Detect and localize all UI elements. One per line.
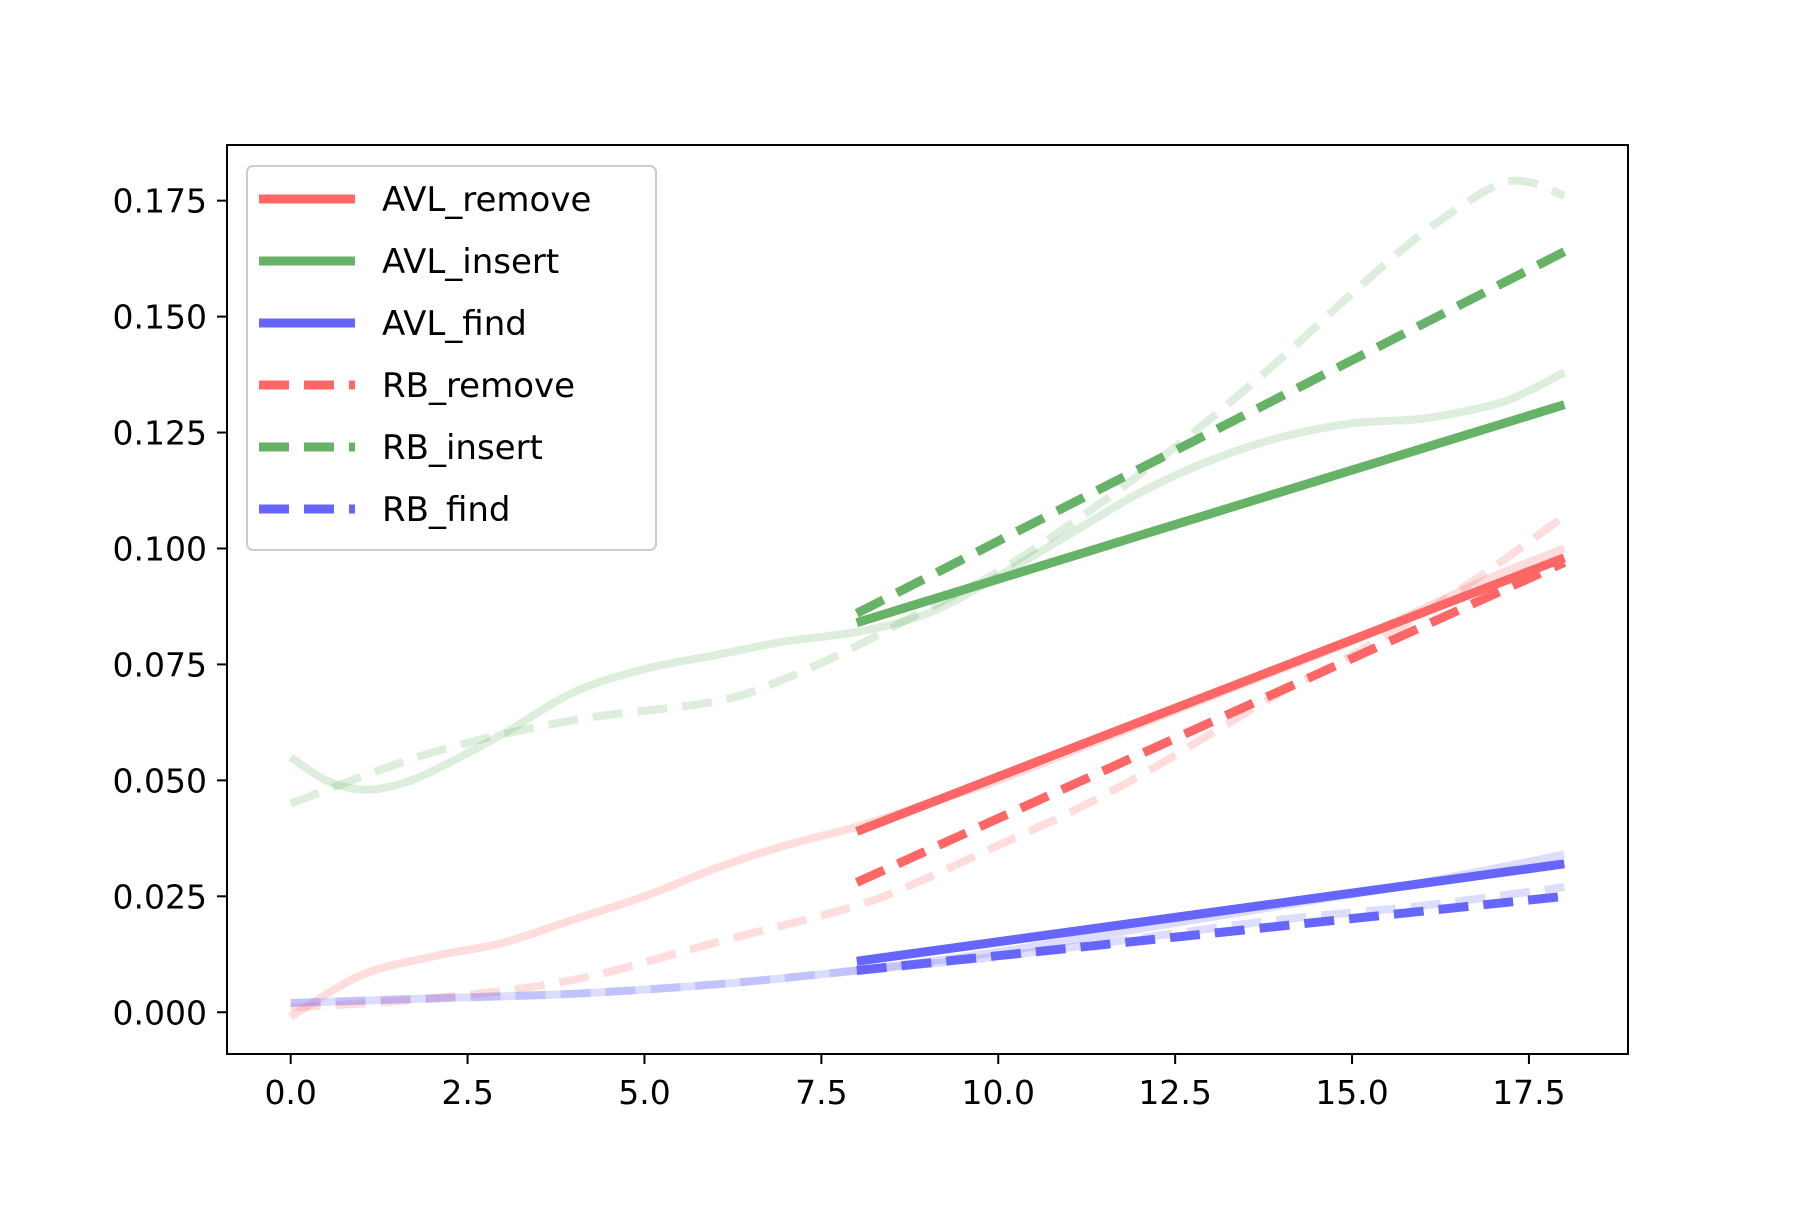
y-tick-label: 0.100 — [113, 529, 207, 568]
x-tick-label: 10.0 — [962, 1073, 1035, 1112]
y-tick-label: 0.150 — [113, 298, 207, 337]
faint-line-AVL_insert — [288, 368, 1567, 794]
y-tick-label: 0.025 — [113, 877, 207, 916]
legend-label-AVL_remove: AVL_remove — [382, 180, 591, 220]
legend: AVL_remove AVL_insert AVL_find RB_remove RB_… — [246, 165, 657, 551]
series-line-RB_insert — [854, 247, 1567, 618]
legend-label-RB_insert: RB_insert — [382, 428, 543, 468]
series-line-RB_find — [856, 891, 1565, 975]
series-line-RB_remove — [854, 558, 1567, 887]
y-axis: 0.000 0.025 0.050 0.075 0.100 0.125 0.150 0.175 — [113, 182, 227, 1032]
faint-line-AVL_remove — [288, 544, 1566, 1021]
x-tick-label: 7.5 — [795, 1073, 847, 1112]
legend-label-RB_remove: RB_remove — [382, 366, 575, 406]
legend-label-RB_find: RB_find — [382, 490, 511, 530]
x-tick-label: 2.5 — [441, 1073, 493, 1112]
x-tick-label: 0.0 — [264, 1073, 316, 1112]
y-tick-label: 0.175 — [113, 182, 207, 221]
legend-label-AVL_insert: AVL_insert — [382, 242, 559, 282]
series-line-AVL_remove — [855, 553, 1566, 836]
x-tick-label: 17.5 — [1492, 1073, 1565, 1112]
y-tick-label: 0.050 — [113, 761, 207, 800]
x-tick-label: 15.0 — [1315, 1073, 1388, 1112]
series-lines — [854, 247, 1567, 975]
x-tick-label: 12.5 — [1138, 1073, 1211, 1112]
x-tick-label: 5.0 — [618, 1073, 670, 1112]
y-tick-label: 0.075 — [113, 645, 207, 684]
y-tick-label: 0.000 — [113, 993, 207, 1032]
plot-area-frame — [226, 144, 1629, 1055]
y-tick-label: 0.125 — [113, 414, 207, 453]
legend-label-AVL_find: AVL_find — [382, 304, 527, 344]
faint-line-RB_remove — [290, 512, 1567, 1012]
x-axis: 0.0 2.5 5.0 7.5 10.0 12.5 15.0 17.5 — [264, 1054, 1566, 1112]
series-line-AVL_find — [856, 859, 1565, 966]
series-line-AVL_insert — [855, 400, 1566, 627]
